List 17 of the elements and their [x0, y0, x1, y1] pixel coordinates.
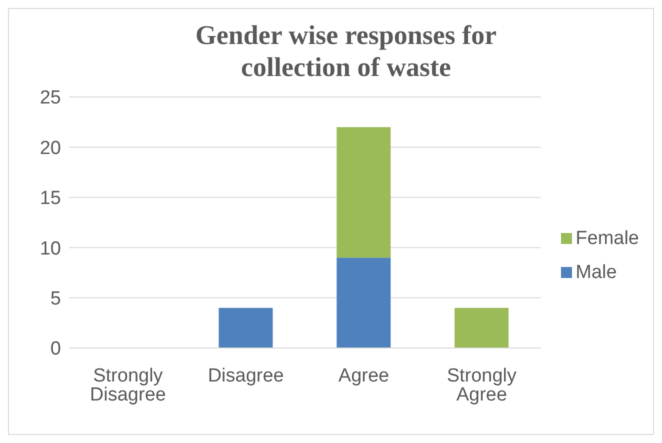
y-tick-label: 15 — [40, 188, 61, 210]
x-tick-label: Strongly Agree — [446, 365, 518, 406]
legend-label: Female — [576, 228, 639, 250]
chart-title: Gender wise responses for collection of waste — [194, 19, 498, 83]
x-tick-label: Agree — [338, 365, 390, 386]
bar — [336, 258, 391, 348]
y-tick-label: 25 — [40, 88, 61, 109]
bar — [336, 127, 391, 258]
legend-label: Male — [576, 262, 617, 284]
y-tick-label: 20 — [40, 138, 61, 159]
x-tick-label: Disagree — [208, 365, 284, 386]
x-tick-label: Strongly Disagree — [90, 365, 166, 406]
y-tick-label: 0 — [50, 338, 61, 360]
bar — [454, 308, 509, 348]
y-tick-label: 5 — [50, 288, 61, 310]
y-tick-label: 10 — [40, 238, 61, 260]
bar — [218, 308, 273, 348]
